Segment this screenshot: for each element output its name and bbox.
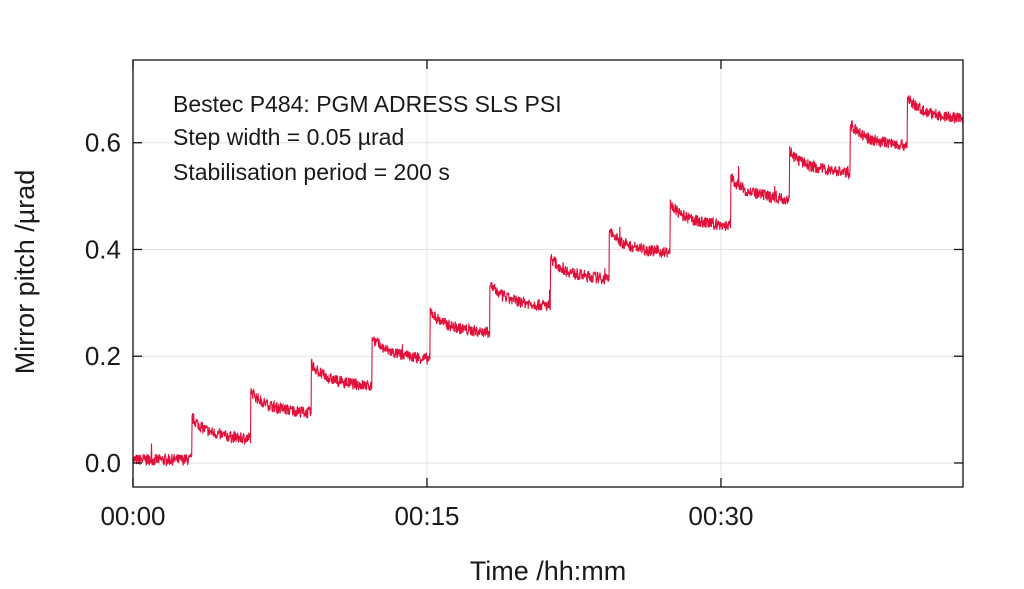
x-tick-label: 00:30	[688, 501, 753, 531]
series-line-mirror-pitch	[132, 94, 964, 468]
annotation-line-2: Step width = 0.05 µrad	[173, 124, 404, 150]
y-axis-label: Mirror pitch /µrad	[10, 170, 40, 375]
plot-frame	[132, 59, 964, 488]
x-axis-label: Time /hh:mm	[470, 556, 627, 586]
annotation-line-1: Bestec P484: PGM ADRESS SLS PSI	[173, 91, 562, 117]
x-tick-label: 00:15	[394, 501, 459, 531]
ticks	[132, 60, 963, 487]
y-tick-label: 0.0	[85, 448, 121, 478]
y-tick-label: 0.2	[85, 341, 121, 371]
y-tick-label: 0.4	[85, 234, 121, 264]
y-tick-label: 0.6	[85, 128, 121, 158]
x-tick-label: 00:00	[100, 501, 165, 531]
annotation-line-3: Stabilisation period = 200 s	[173, 159, 450, 185]
